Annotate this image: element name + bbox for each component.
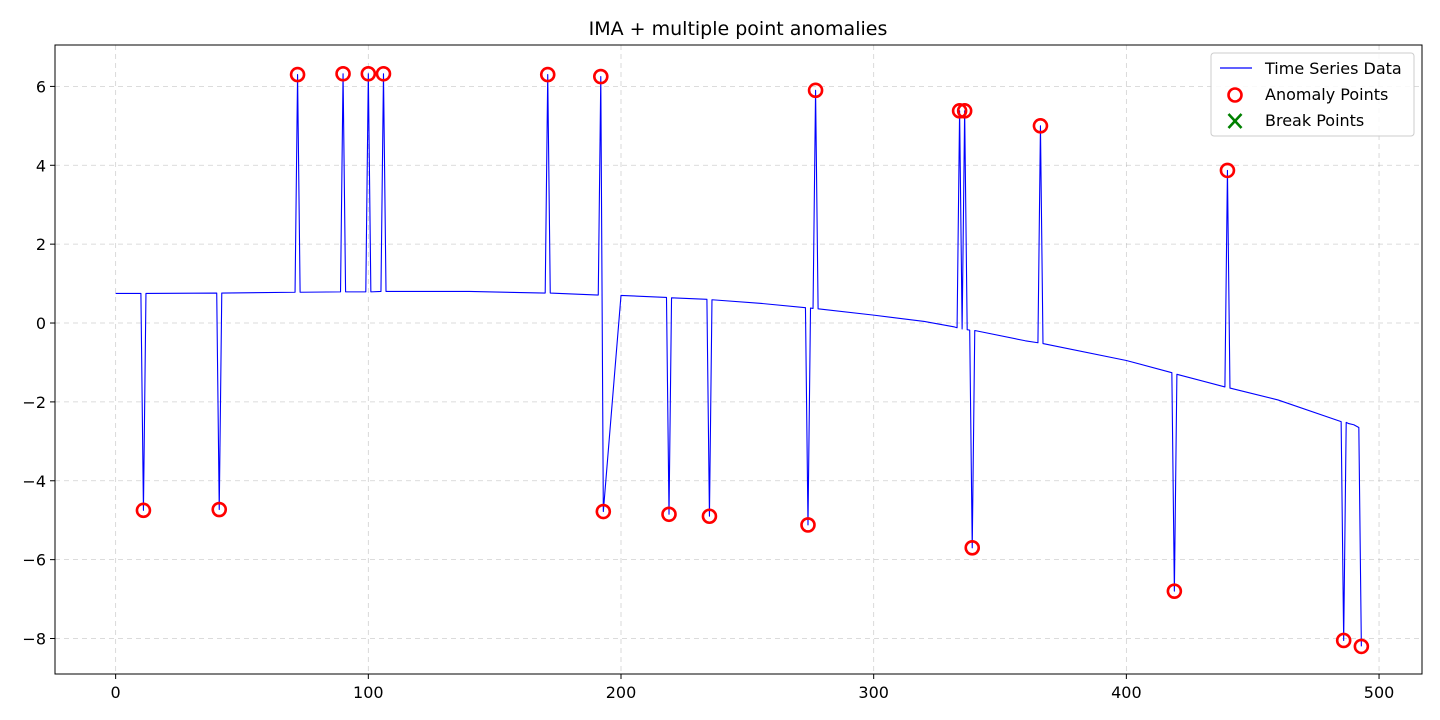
legend-circle-icon [1227,87,1243,103]
series-line-time-series-data [115,73,1362,647]
anomaly-point [661,506,677,523]
anomaly-point [1219,162,1236,179]
y-tick-label: −4 [22,472,46,491]
legend: Time Series Data Anomaly Points Break Po… [1210,52,1415,137]
axis-ticks: 0 100 200 300 400 500 −8 −6 −4 −2 0 2 4 6 [22,77,1394,702]
anomaly-point [800,517,816,533]
anomaly-point [375,65,392,82]
y-tick-label: 2 [36,235,46,254]
anomaly-point [289,66,306,83]
y-tick-label: −8 [22,630,46,649]
grid [55,45,1422,674]
y-tick-label: 6 [36,77,46,96]
legend-label-anomaly-points: Anomaly Points [1265,85,1388,104]
anomaly-point [211,501,228,518]
legend-box [1210,52,1415,137]
anomaly-point [1032,118,1049,134]
anomaly-point [1166,583,1183,599]
x-tick-label: 500 [1364,683,1395,702]
anomaly-point [701,508,718,525]
anomaly-point [956,103,973,119]
anomaly-point [951,103,968,119]
anomaly-point [539,66,556,83]
anomaly-point [360,65,377,82]
y-tick-label: 4 [36,156,46,175]
y-tick-label: −6 [22,551,46,570]
x-tick-label: 100 [353,683,384,702]
y-tick-label: 0 [36,314,46,333]
x-tick-label: 200 [606,683,637,702]
anomaly-point [592,68,609,85]
anomaly-point [595,503,612,520]
anomaly-point [335,65,351,82]
legend-label-time-series: Time Series Data [1264,59,1402,78]
x-tick-label: 0 [111,683,121,702]
plot-frame [54,44,1423,675]
legend-x-icon [1227,113,1243,129]
anomaly-point [1335,632,1352,649]
series-line-layer [115,73,1362,647]
chart-title: IMA + multiple point anomalies [589,18,888,40]
x-tick-label: 400 [1111,683,1142,702]
legend-label-break-points: Break Points [1265,111,1364,130]
x-tick-label: 300 [858,683,889,702]
anomaly-point [135,502,152,519]
y-tick-label: −2 [22,393,46,412]
anomaly-points-layer [135,65,1370,655]
anomaly-point [1353,638,1370,655]
anomaly-point [807,82,824,99]
anomaly-point [964,540,981,556]
